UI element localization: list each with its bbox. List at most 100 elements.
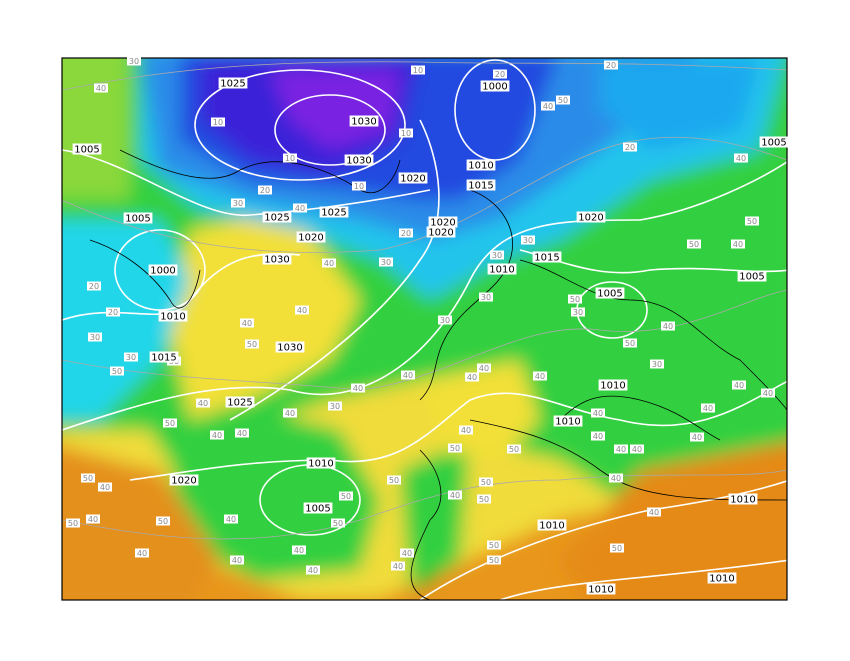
thickness-label-box (487, 540, 501, 550)
thickness-label: 10 (354, 182, 364, 191)
thickness-label: 30 (126, 353, 136, 362)
thickness-label: 30 (481, 293, 491, 302)
thickness-label-box (568, 294, 582, 304)
isobar-label: 1015 (534, 253, 559, 264)
thickness-label: 20 (625, 143, 635, 152)
thickness-label: 40 (736, 154, 746, 163)
thickness-label-box (379, 257, 393, 267)
thickness-label-box (745, 216, 759, 226)
thickness-label: 20 (108, 308, 118, 317)
isobar-label-box (537, 519, 567, 531)
thickness-label-box (258, 185, 272, 195)
isobar-label-box (595, 287, 625, 299)
isobar-label: 1010 (308, 459, 333, 470)
thickness-label: 30 (523, 236, 533, 245)
isobar-label-box (466, 179, 496, 191)
isobar-label: 1030 (277, 343, 302, 354)
thickness-label: 30 (573, 308, 583, 317)
thickness-label-box (610, 543, 624, 553)
thickness-label: 50 (165, 419, 175, 428)
thickness-label-box (339, 491, 353, 501)
isobar-label-box (487, 263, 517, 275)
thickness-label: 10 (401, 129, 411, 138)
thickness-label: 20 (606, 61, 616, 70)
isobar-label-box (466, 159, 496, 171)
isobar-label-box (123, 212, 153, 224)
thickness-label: 50 (450, 444, 460, 453)
thickness-label: 50 (489, 541, 499, 550)
thickness-label: 40 (393, 562, 403, 571)
thickness-label: 40 (198, 399, 208, 408)
thickness-label: 40 (734, 381, 744, 390)
thickness-label: 40 (763, 389, 773, 398)
isobar-label: 1030 (346, 156, 371, 167)
thickness-label-box (156, 516, 170, 526)
thickness-label: 40 (212, 431, 222, 440)
isobar-label: 1020 (430, 218, 455, 229)
thickness-label-box (293, 203, 307, 213)
isobar-label-box (553, 415, 583, 427)
thickness-label-box (240, 318, 254, 328)
isobar-label-box (598, 379, 628, 391)
isobar-label-box (169, 474, 199, 486)
isobar-label: 1010 (730, 495, 755, 506)
thickness-label-box (163, 418, 177, 428)
thickness-label-box (477, 363, 491, 373)
thickness-label-box (352, 181, 366, 191)
isobar-label: 1005 (597, 289, 622, 300)
thickness-label-box (459, 425, 473, 435)
thickness-label-box (487, 555, 501, 565)
thickness-label: 40 (88, 515, 98, 524)
thickness-label: 40 (402, 549, 412, 558)
thickness-label-box (196, 398, 210, 408)
thickness-label-box (328, 401, 342, 411)
thickness-label: 40 (324, 259, 334, 268)
thickness-label: 40 (703, 404, 713, 413)
thickness-label-box (690, 432, 704, 442)
isobar-label: 1010 (468, 161, 493, 172)
isobar-label-box (707, 572, 737, 584)
thickness-label-box (295, 305, 309, 315)
isobar-label-box (426, 226, 456, 238)
thickness-label: 40 (649, 508, 659, 517)
thickness-label-box (609, 473, 623, 483)
isobar-label: 1025 (227, 398, 252, 409)
thickness-label: 40 (226, 515, 236, 524)
thickness-label-box (521, 235, 535, 245)
isobar-label: 1010 (160, 312, 185, 323)
thickness-label-box (448, 490, 462, 500)
thickness-label: 40 (543, 102, 553, 111)
thickness-label-box (731, 239, 745, 249)
isobar-label-box (319, 206, 349, 218)
thickness-label-box (322, 258, 336, 268)
isobar-label-box (72, 143, 102, 155)
thickness-label: 40 (137, 549, 147, 558)
isobar-label-box (728, 493, 758, 505)
thickness-label-box (477, 494, 491, 504)
isobar-label: 1020 (298, 233, 323, 244)
isobar-label-box (586, 583, 616, 595)
thickness-label: 20 (401, 229, 411, 238)
isobar-label: 1010 (489, 265, 514, 276)
isobar-label-box (306, 457, 336, 469)
thickness-label: 40 (733, 240, 743, 249)
isobar-label-box (218, 77, 248, 89)
thickness-lines (62, 61, 787, 540)
thickness-label-box (235, 428, 249, 438)
thickness-label-box (98, 482, 112, 492)
thickness-label: 50 (747, 217, 757, 226)
thickness-label: 50 (558, 96, 568, 105)
thickness-label-box (94, 83, 108, 93)
thickness-label-box (224, 514, 238, 524)
isobar-label-box (225, 396, 255, 408)
thickness-label-box (231, 198, 245, 208)
thickness-label: 50 (625, 339, 635, 348)
thickness-label-box (604, 60, 618, 70)
thickness-label-box (391, 561, 405, 571)
thickness-label: 40 (285, 409, 295, 418)
thickness-label-box (399, 128, 413, 138)
thickness-label-box (479, 477, 493, 487)
thickness-label-box (245, 339, 259, 349)
isobar-label-box (428, 216, 458, 228)
